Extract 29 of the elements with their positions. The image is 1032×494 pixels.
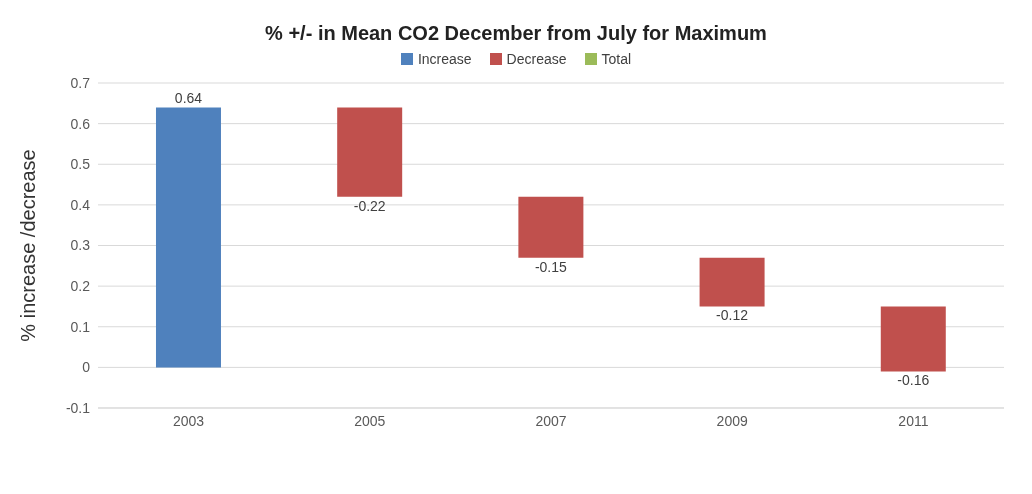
y-tick-label: 0.6 bbox=[70, 115, 91, 132]
bar bbox=[880, 306, 946, 372]
bar bbox=[155, 107, 221, 368]
x-tick-label: 2003 bbox=[173, 412, 205, 429]
y-tick-label: 0.3 bbox=[70, 237, 91, 254]
y-tick-label: 0 bbox=[82, 359, 91, 376]
x-tick-label: 2011 bbox=[898, 412, 929, 429]
x-tick-label: 2005 bbox=[354, 412, 386, 429]
y-tick-label: -0.1 bbox=[65, 399, 91, 416]
chart-title: % +/- in Mean CO2 December from July for Maximum bbox=[264, 21, 768, 45]
data-label: -0.22 bbox=[353, 197, 386, 214]
data-label: -0.12 bbox=[716, 307, 749, 324]
legend-label: Decrease bbox=[505, 51, 567, 67]
data-label: -0.16 bbox=[897, 372, 930, 389]
x-tick-label: 2007 bbox=[535, 412, 567, 429]
y-axis-title: % increase /decrease bbox=[17, 149, 40, 342]
y-tick-label: 0.2 bbox=[70, 278, 91, 295]
bar bbox=[337, 107, 403, 197]
x-tick-label: 2009 bbox=[716, 412, 748, 429]
bar bbox=[518, 196, 584, 258]
y-tick-label: 0.1 bbox=[70, 318, 91, 335]
y-tick-label: 0.7 bbox=[70, 74, 91, 91]
y-tick-label: 0.5 bbox=[70, 156, 91, 173]
legend-label: Increase bbox=[416, 51, 472, 67]
y-tick-label: 0.4 bbox=[70, 196, 91, 213]
data-label: 0.64 bbox=[174, 90, 203, 107]
data-label: -0.15 bbox=[534, 258, 568, 275]
legend-label: Total bbox=[600, 51, 632, 67]
bar bbox=[699, 257, 765, 307]
